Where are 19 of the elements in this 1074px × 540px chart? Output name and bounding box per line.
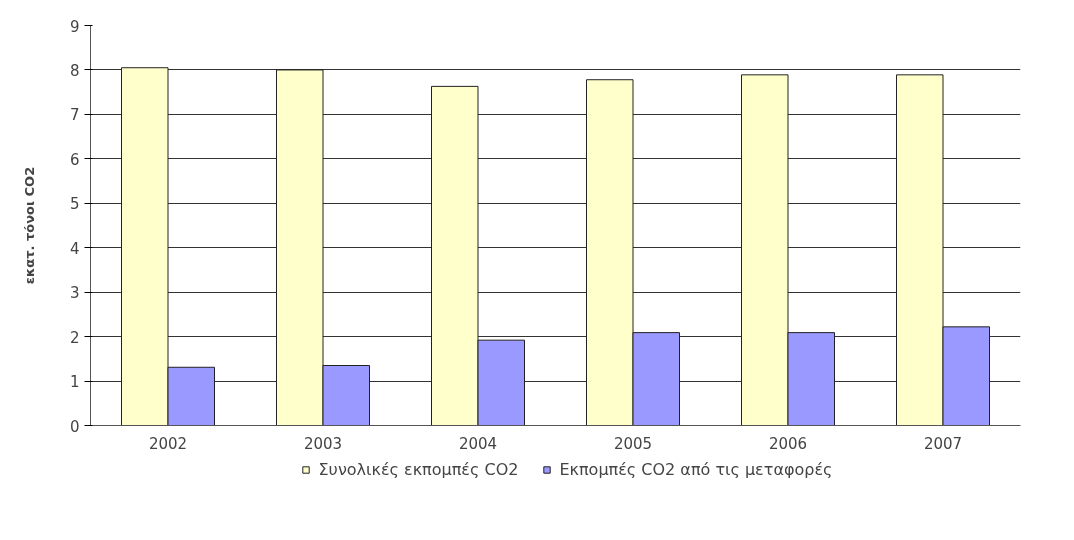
y-tick-label: 3	[69, 284, 80, 303]
x-tick-label: 2005	[613, 434, 653, 453]
y-tick-label: 2	[69, 328, 80, 347]
y-tick-label: 1	[69, 373, 80, 392]
y-tick-label: 7	[69, 106, 80, 125]
x-tick-label: 2004	[458, 434, 498, 453]
y-axis-title: εκατ. τόνοι CO2	[21, 166, 37, 285]
legend-label: Συνολικές εκπομπές CO2	[318, 459, 519, 479]
y-tick-label: 0	[69, 417, 80, 436]
x-tick-label: 2007	[923, 434, 963, 453]
y-tick-label: 6	[69, 150, 80, 169]
legend-label: Εκπομπές CO2 από τις μεταφορές	[559, 459, 833, 479]
x-tick-label: 2003	[303, 434, 343, 453]
x-tick-label: 2002	[148, 434, 188, 453]
y-tick-label: 5	[69, 195, 80, 214]
y-tick-label: 8	[69, 61, 80, 80]
x-tick-label: 2006	[768, 434, 808, 453]
y-tick-label: 9	[69, 17, 80, 36]
y-tick-label: 4	[69, 239, 80, 258]
